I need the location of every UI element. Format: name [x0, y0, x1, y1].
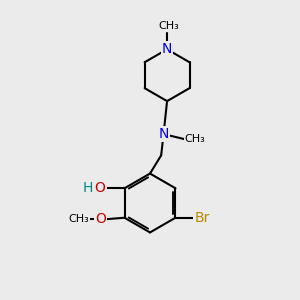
- Text: N: N: [158, 127, 169, 141]
- Text: N: N: [162, 42, 172, 56]
- Text: H: H: [83, 181, 94, 195]
- Text: Br: Br: [194, 211, 210, 225]
- Text: CH₃: CH₃: [185, 134, 206, 144]
- Text: O: O: [95, 212, 106, 226]
- Text: CH₃: CH₃: [158, 21, 179, 31]
- Text: CH₃: CH₃: [69, 214, 89, 224]
- Text: O: O: [94, 181, 106, 195]
